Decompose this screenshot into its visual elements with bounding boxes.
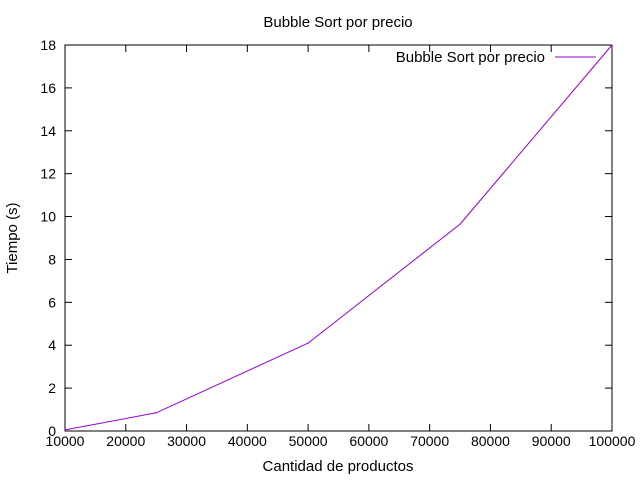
x-tick-label: 80000 — [471, 433, 510, 449]
x-tick-label: 70000 — [410, 433, 449, 449]
data-point — [307, 342, 309, 344]
x-tick-label: 20000 — [106, 433, 145, 449]
data-point — [611, 44, 613, 46]
x-tick-label: 50000 — [289, 433, 328, 449]
x-axis-label: Cantidad de productos — [263, 458, 414, 475]
legend-label: Bubble Sort por precio — [396, 49, 545, 66]
chart-title: Bubble Sort por precio — [263, 14, 412, 31]
x-tick-label: 60000 — [349, 433, 388, 449]
plot-frame — [64, 44, 613, 432]
legend: Bubble Sort por precio — [396, 49, 596, 66]
data-point — [64, 429, 66, 431]
y-axis-tick-labels: 0 2 4 6 8 10 12 14 16 18 — [40, 37, 56, 439]
y-tick-label: 0 — [48, 423, 56, 439]
x-axis-ticks — [64, 45, 613, 431]
y-tick-label: 16 — [40, 80, 56, 96]
y-tick-label: 6 — [48, 294, 56, 310]
series-group — [64, 44, 613, 431]
y-tick-label: 14 — [40, 123, 56, 139]
x-tick-label: 10000 — [46, 433, 85, 449]
y-tick-label: 8 — [48, 251, 56, 267]
y-axis-label: Tiempo (s) — [4, 202, 21, 273]
x-tick-label: 100000 — [589, 433, 636, 449]
data-point — [459, 223, 461, 225]
x-tick-label: 30000 — [167, 433, 206, 449]
y-tick-label: 10 — [40, 209, 56, 225]
y-tick-label: 12 — [40, 166, 56, 182]
x-tick-label: 40000 — [228, 433, 267, 449]
x-tick-label: 90000 — [532, 433, 571, 449]
y-tick-label: 2 — [48, 380, 56, 396]
y-tick-label: 18 — [40, 37, 56, 53]
data-point — [155, 412, 157, 414]
y-tick-label: 4 — [48, 337, 56, 353]
y-axis-ticks — [65, 44, 612, 432]
x-axis-tick-labels: 10000 20000 30000 40000 50000 60000 70000 80000… — [46, 433, 636, 449]
